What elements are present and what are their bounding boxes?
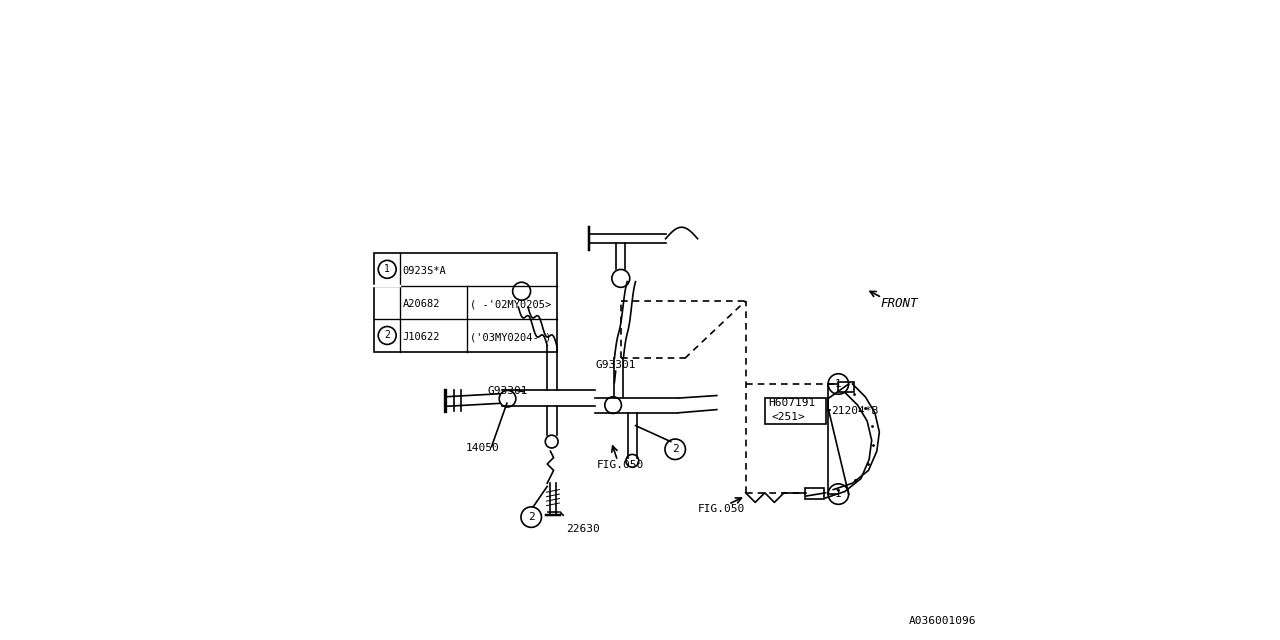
Text: FRONT: FRONT	[881, 297, 918, 310]
Text: FIG.050: FIG.050	[596, 461, 644, 470]
Text: H607191: H607191	[768, 397, 815, 408]
Text: 14050: 14050	[466, 444, 499, 453]
Text: 1: 1	[835, 379, 842, 389]
Text: 2: 2	[384, 330, 390, 340]
Text: 2: 2	[527, 512, 535, 522]
Text: G93301: G93301	[595, 360, 636, 370]
Text: 1: 1	[835, 489, 842, 499]
Text: A036001096: A036001096	[909, 616, 977, 626]
Text: A20682: A20682	[402, 300, 440, 309]
Text: <251>: <251>	[771, 412, 805, 422]
Bar	[765, 398, 826, 424]
Bar	[805, 488, 824, 499]
Text: 21204*B: 21204*B	[831, 406, 878, 416]
Bar	[838, 382, 855, 392]
Text: FIG.050: FIG.050	[698, 504, 745, 514]
Text: J10622: J10622	[402, 332, 440, 342]
Text: 1: 1	[384, 264, 390, 275]
Text: ( -'02MY0205>: ( -'02MY0205>	[470, 300, 550, 309]
Bar	[374, 253, 557, 352]
Text: G93301: G93301	[488, 385, 529, 396]
Text: 22630: 22630	[566, 525, 600, 534]
Text: 0923S*A: 0923S*A	[402, 266, 447, 276]
Text: 2: 2	[672, 444, 678, 454]
Text: ('03MY0204- ): ('03MY0204- )	[470, 332, 550, 342]
